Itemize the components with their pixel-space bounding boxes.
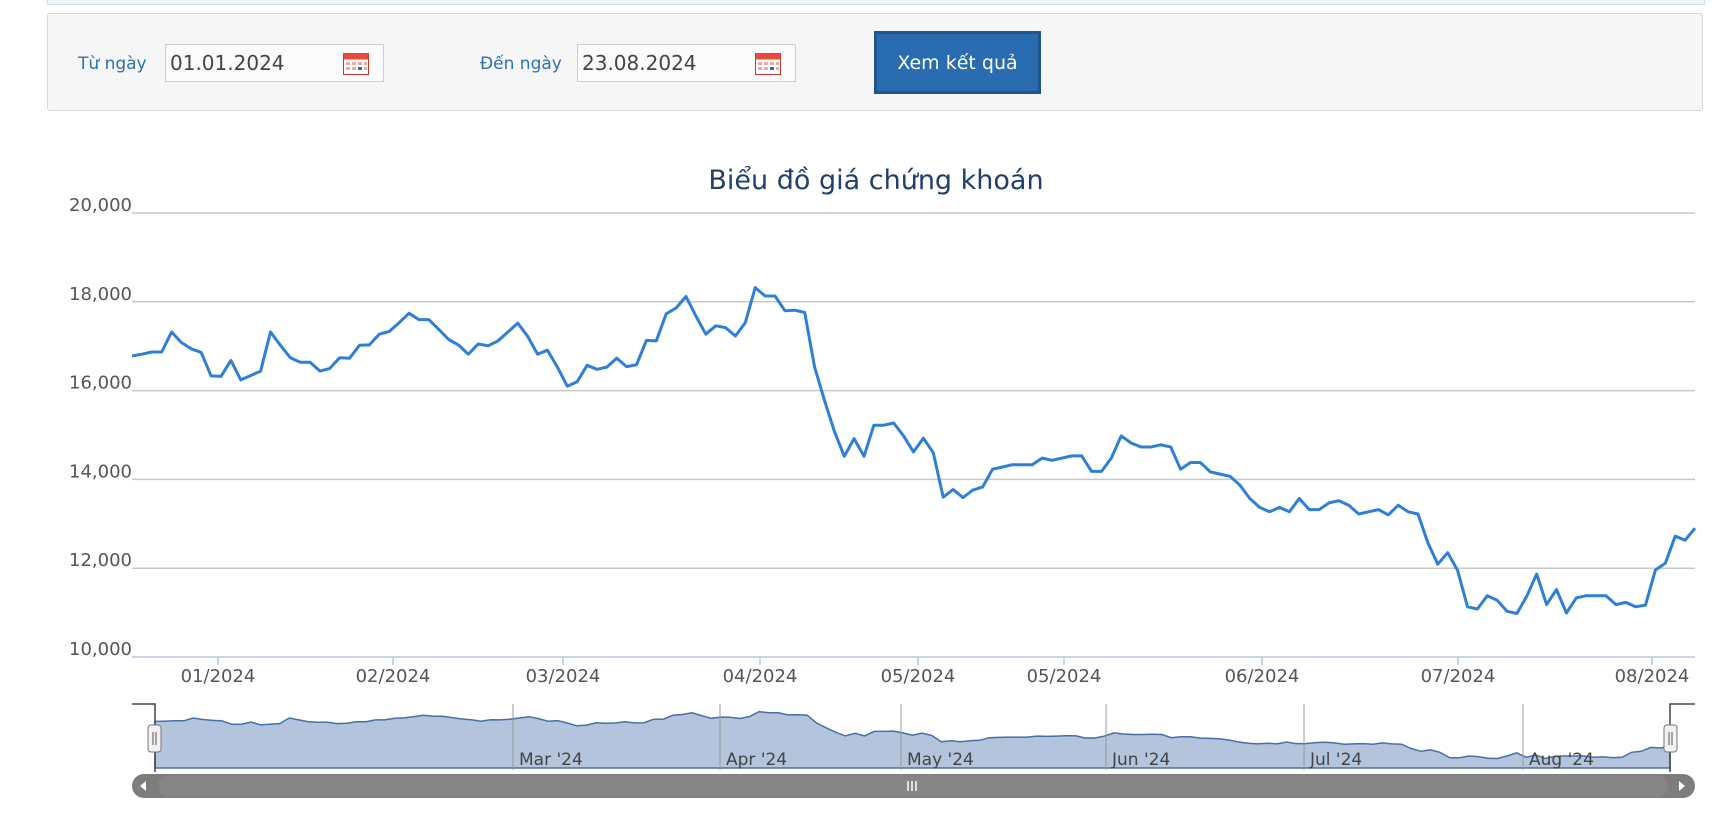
from-date-field[interactable]	[165, 44, 384, 82]
top-strip	[47, 0, 1705, 5]
y-tick-label: 14,000	[69, 461, 132, 482]
navigator-month-label: May '24	[907, 750, 974, 770]
date-filter-panel: Từ ngày Đến ngày Xem kết quả	[47, 13, 1703, 111]
y-axis-labels: 10,000 12,000 14,000 16,000 18,000 20,000	[69, 195, 132, 660]
navigator-area	[154, 710, 1671, 769]
navigator[interactable]: Mar '24 Apr '24 May '24 Jun '24 Jul '24 Aug '…	[132, 703, 1695, 772]
price-series-line	[131, 286, 1697, 615]
x-tick-label: 03/2024	[526, 666, 601, 687]
navigator-month-label: Aug '24	[1529, 750, 1594, 770]
y-tick-label: 18,000	[69, 284, 132, 305]
scroll-left-arrow-icon[interactable]	[140, 781, 146, 791]
x-tick-label: 05/2024	[881, 666, 956, 687]
x-tick-label: 02/2024	[356, 666, 431, 687]
scrollbar-thumb[interactable]	[158, 775, 1668, 797]
x-tick-label: 07/2024	[1421, 666, 1496, 687]
navigator-month-label: Apr '24	[726, 750, 787, 770]
x-tick-label: 04/2024	[723, 666, 798, 687]
calendar-icon[interactable]	[343, 51, 369, 75]
calendar-icon[interactable]	[755, 51, 781, 75]
from-date-label: Từ ngày	[78, 54, 147, 74]
y-tick-label: 20,000	[69, 195, 132, 216]
y-tick-label: 16,000	[69, 373, 132, 394]
view-results-button[interactable]: Xem kết quả	[874, 31, 1041, 94]
x-tick-label: 01/2024	[181, 666, 256, 687]
navigator-right-handle[interactable]	[1663, 724, 1678, 753]
navigator-month-lines	[512, 704, 1524, 770]
to-date-input[interactable]	[582, 45, 752, 81]
y-gridlines	[132, 212, 1695, 569]
y-tick-label: 12,000	[69, 550, 132, 571]
navigator-month-labels: Mar '24 Apr '24 May '24 Jun '24 Jul '24 Aug '…	[519, 750, 1594, 770]
chart-title: Biểu đồ giá chứng khoán	[708, 165, 1043, 196]
x-tick-label: 05/2024	[1027, 666, 1102, 687]
navigator-scrollbar[interactable]	[132, 774, 1695, 798]
navigator-month-label: Jun '24	[1111, 750, 1170, 770]
x-tick-label: 08/2024	[1615, 666, 1690, 687]
to-date-label: Đến ngày	[480, 54, 562, 74]
scrollbar-grip-icon	[907, 781, 917, 791]
navigator-month-label: Mar '24	[519, 750, 583, 770]
from-date-input[interactable]	[170, 45, 340, 81]
navigator-month-label: Jul '24	[1309, 750, 1362, 770]
to-date-field[interactable]	[577, 44, 796, 82]
y-tick-label: 10,000	[69, 639, 132, 660]
x-tick-label: 06/2024	[1225, 666, 1300, 687]
scroll-right-arrow-icon[interactable]	[1679, 781, 1685, 791]
x-axis-labels: 01/2024 02/2024 03/2024 04/2024 05/2024 05/20…	[181, 657, 1690, 687]
navigator-left-handle[interactable]	[147, 724, 162, 753]
